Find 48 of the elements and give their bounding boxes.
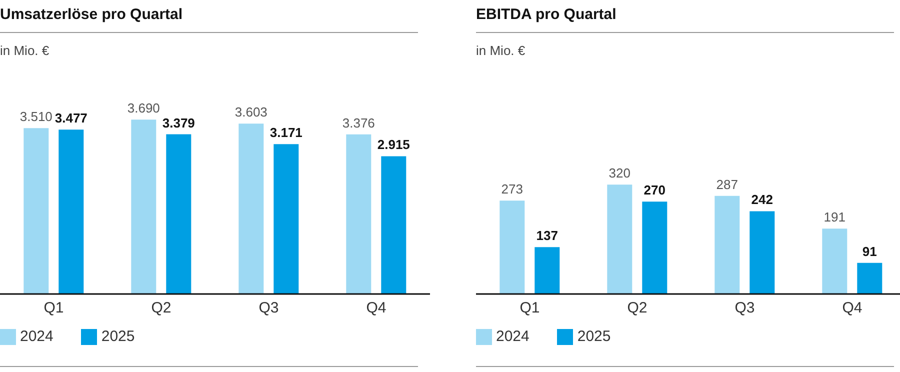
data-label: 3.690	[127, 100, 160, 116]
x-tick-label: Q1	[44, 300, 64, 317]
data-label: 3.376	[342, 115, 375, 130]
bar	[24, 128, 49, 294]
bar	[857, 262, 882, 294]
bar	[381, 156, 406, 294]
legend-label: 2025	[101, 328, 135, 345]
x-tick-label: Q3	[258, 300, 279, 317]
x-tick-label: Q4	[366, 300, 386, 317]
data-label: 242	[751, 192, 773, 208]
bar	[714, 196, 740, 294]
legend-label: 2024	[20, 328, 54, 345]
bar	[750, 211, 775, 294]
bar	[166, 134, 192, 294]
bar	[822, 228, 848, 294]
bar	[346, 134, 372, 294]
chart-title: Umsatzerlöse pro Quartal	[0, 6, 183, 23]
legend-label: 2024	[496, 328, 530, 345]
data-label: 287	[716, 176, 738, 192]
bar	[238, 124, 264, 294]
data-label: 3.171	[270, 125, 302, 140]
data-label: 3.603	[234, 104, 268, 120]
data-label: 2.915	[377, 137, 410, 152]
x-tick-label: Q2	[627, 300, 648, 317]
data-label: 270	[644, 182, 666, 198]
data-label: 91	[862, 244, 877, 259]
chart-subtitle: in Mio. €	[0, 43, 50, 58]
x-tick-label: Q3	[734, 300, 755, 317]
x-tick-label: Q2	[151, 300, 172, 317]
data-label: 273	[501, 182, 523, 197]
bar	[607, 184, 632, 294]
x-tick-label: Q4	[842, 300, 862, 317]
data-label: 3.477	[54, 110, 88, 126]
bar	[274, 144, 299, 294]
bar	[642, 202, 668, 294]
data-label: 320	[608, 166, 630, 181]
bar	[58, 130, 84, 294]
bar	[500, 200, 525, 294]
data-label: 3.510	[20, 109, 52, 124]
legend-label: 2025	[577, 328, 611, 345]
bar	[534, 247, 560, 294]
bar	[131, 120, 156, 294]
data-label: 3.379	[162, 115, 195, 130]
chart-title: EBITDA pro Quartal	[476, 6, 616, 23]
chart-subtitle: in Mio. €	[476, 43, 526, 58]
data-label: 191	[824, 210, 846, 225]
data-label: 137	[536, 228, 558, 244]
x-tick-label: Q1	[520, 300, 540, 317]
